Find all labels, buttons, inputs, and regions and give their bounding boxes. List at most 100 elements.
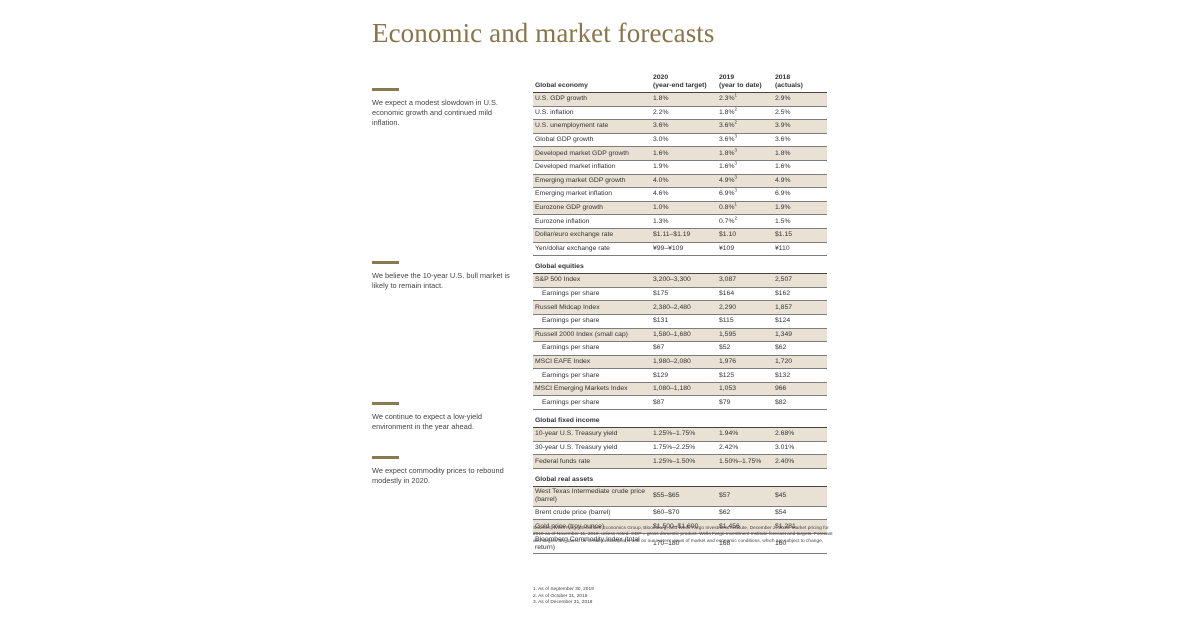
row-label: West Texas Intermediate crude price (bar…	[533, 486, 651, 507]
value-2020: 2,380–2,480	[651, 300, 717, 315]
value-2019: 1.6%3	[717, 160, 773, 175]
footnote-ref: 3	[734, 188, 738, 194]
value-2019: ¥109	[717, 242, 773, 257]
table-row: Developed market GDP growth 1.6% 1.8%3 1.8%	[533, 146, 827, 161]
value-text: 2.3%	[719, 95, 735, 103]
footnote-ref: 2	[734, 106, 738, 112]
row-label: Developed market inflation	[533, 160, 651, 175]
value-text: 1.6%	[719, 163, 735, 171]
table-row: Bloomberg Commodity Index (total return)…	[533, 533, 827, 555]
value-2018: $1,281	[773, 519, 827, 535]
value-2019: $164	[717, 287, 773, 302]
value-2020: 1.3%	[651, 214, 717, 229]
value-2018: $124	[773, 314, 827, 329]
value-2018: 1.5%	[773, 214, 827, 229]
section-header-row: Global fixed income	[533, 409, 827, 429]
value-2018: $62	[773, 341, 827, 356]
value-2019: 4.9%3	[717, 174, 773, 189]
value-2019: 1.8%2	[717, 106, 773, 121]
accent-bar	[372, 402, 399, 405]
note-text: We expect commodity prices to rebound mo…	[372, 466, 504, 485]
value-2020: $55–$65	[651, 486, 717, 507]
table-row: 30-year U.S. Treasury yield 1.75%–2.25% 2.…	[533, 441, 827, 456]
footnote-ref: 3	[734, 133, 738, 139]
value-2020: $1.11–$1.19	[651, 228, 717, 243]
table-row: Yen/dollar exchange rate ¥99–¥109 ¥109 ¥110	[533, 242, 827, 257]
table-row: U.S. inflation 2.2% 1.8%2 2.5%	[533, 106, 827, 121]
row-label: Eurozone GDP growth	[533, 201, 651, 216]
table-body: U.S. GDP growth 1.8% 2.3%1 2.9% U.S. inflati…	[533, 92, 827, 555]
value-2019: 1,053	[717, 382, 773, 397]
value-2018: 1,720	[773, 355, 827, 370]
value-2018: 1,349	[773, 328, 827, 343]
footnote-ref: 3	[734, 174, 738, 180]
note-text: We believe the 10-year U.S. bull market …	[372, 271, 510, 290]
table-row: MSCI Emerging Markets Index 1,080–1,180 1,…	[533, 382, 827, 397]
value-2018: 3.9%	[773, 119, 827, 134]
row-label: Brent crude price (barrel)	[533, 506, 651, 521]
footnote-ref: 1	[734, 93, 738, 99]
value-2019: 3,087	[717, 273, 773, 288]
value-2020: 1.75%–2.25%	[651, 441, 717, 456]
header-2019: 2019 (year to date)	[717, 74, 773, 93]
row-label: Dollar/euro exchange rate	[533, 228, 651, 243]
forecast-table: Global economy 2020 (year-end target) 201…	[533, 74, 827, 555]
table-row: Dollar/euro exchange rate $1.11–$1.19 $1.1…	[533, 228, 827, 243]
value-2019: $115	[717, 314, 773, 329]
value-2020: $67	[651, 341, 717, 356]
value-2019: 1.94%	[717, 427, 773, 442]
value-2018: 966	[773, 382, 827, 397]
value-2018: $1.15	[773, 228, 827, 243]
value-2019: $57	[717, 486, 773, 507]
row-label: 10-year U.S. Treasury yield	[533, 427, 651, 442]
value-2020: 4.6%	[651, 187, 717, 202]
section-title: Global equities	[533, 255, 827, 275]
value-2018: 1.6%	[773, 160, 827, 175]
table-row: Eurozone inflation 1.3% 0.7%2 1.5%	[533, 214, 827, 229]
row-label: Earnings per share	[533, 314, 651, 329]
value-2020: 1.6%	[651, 146, 717, 161]
value-text: 4.9%	[719, 176, 735, 184]
table-row: Global GDP growth 3.0% 3.6%3 3.6%	[533, 133, 827, 148]
table-row: Eurozone GDP growth 1.0% 0.8%1 1.9%	[533, 201, 827, 216]
value-2018: $132	[773, 368, 827, 383]
row-label: MSCI EAFE Index	[533, 355, 651, 370]
value-text: 6.9%	[719, 190, 735, 198]
value-2018: 1.9%	[773, 201, 827, 216]
row-label: Gold price (troy ounce)	[533, 519, 651, 535]
value-2020: $60–$70	[651, 506, 717, 521]
value-2020: 3.6%	[651, 119, 717, 134]
value-2019: 2.3%1	[717, 92, 773, 107]
header-global-economy: Global economy	[533, 74, 651, 93]
header-2018: 2018 (actuals)	[773, 74, 827, 93]
accent-bar	[372, 261, 399, 264]
value-2020: 3.0%	[651, 133, 717, 148]
table-row: West Texas Intermediate crude price (bar…	[533, 486, 827, 507]
value-2019: 3.6%2	[717, 119, 773, 134]
value-2020: $129	[651, 368, 717, 383]
value-2018: 3.6%	[773, 133, 827, 148]
page-title: Economic and market forecasts	[372, 18, 715, 48]
value-2018: $54	[773, 506, 827, 521]
value-2019: 0.8%1	[717, 201, 773, 216]
value-2018: 4.9%	[773, 174, 827, 189]
value-2020: $87	[651, 395, 717, 411]
value-2020: 1.25%–1.75%	[651, 427, 717, 442]
value-2019: 1,595	[717, 328, 773, 343]
row-label: S&P 500 Index	[533, 273, 651, 288]
value-2018: 1.8%	[773, 146, 827, 161]
row-label: Earnings per share	[533, 368, 651, 383]
footnote: 1. As of September 30, 2019	[533, 587, 594, 592]
table-row: Earnings per share $129 $125 $132	[533, 368, 827, 383]
table-row: Developed market inflation 1.9% 1.6%3 1.6%	[533, 160, 827, 175]
row-label: Earnings per share	[533, 287, 651, 302]
value-2020: 1.9%	[651, 160, 717, 175]
value-2020: $1,500–$1,600	[651, 519, 717, 535]
value-2019: $125	[717, 368, 773, 383]
row-label: Earnings per share	[533, 395, 651, 411]
value-2019: $62	[717, 506, 773, 521]
value-2018: 2.68%	[773, 427, 827, 442]
table-row: Russell Midcap Index 2,380–2,480 2,290 1,85…	[533, 300, 827, 315]
section-title: Global fixed income	[533, 409, 827, 429]
value-text: 1.8%	[719, 149, 735, 157]
